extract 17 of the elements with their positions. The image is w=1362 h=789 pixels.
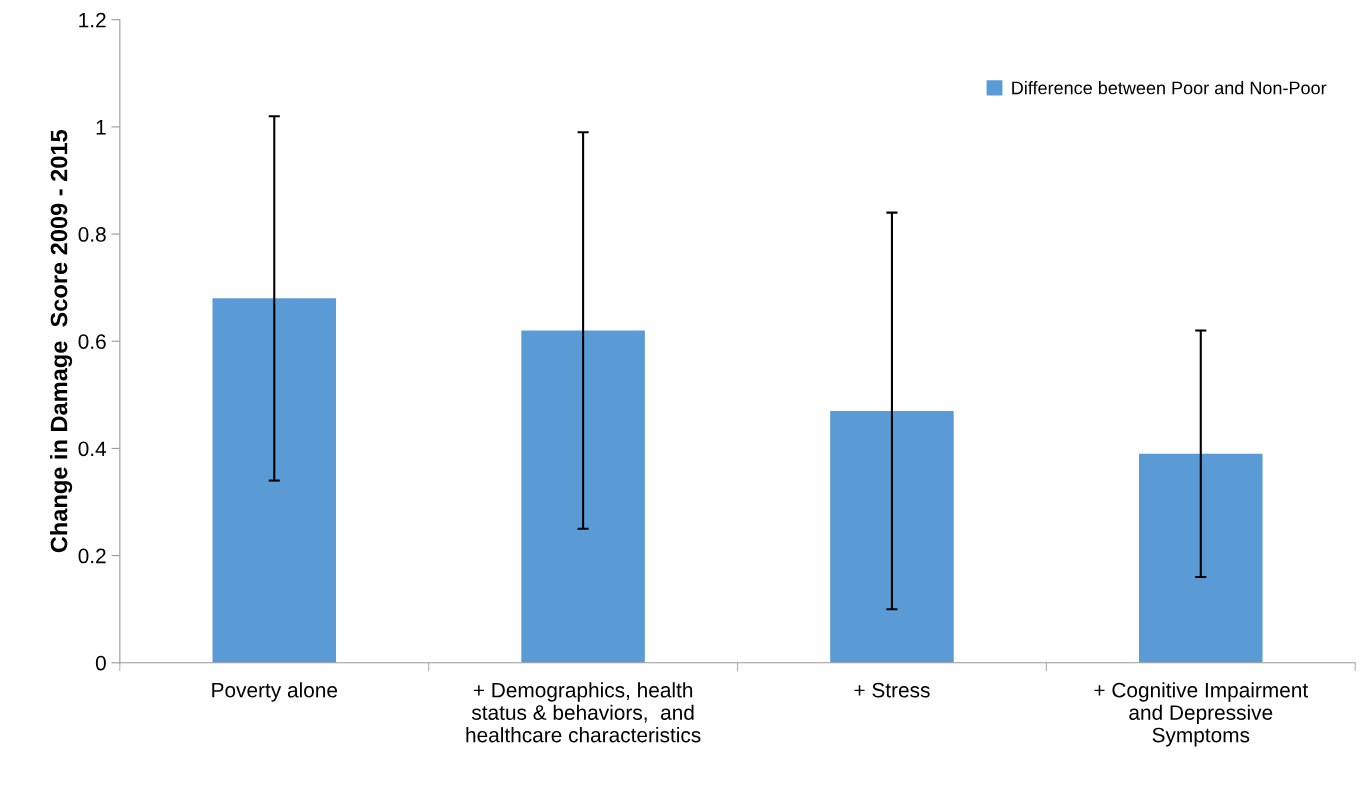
- y-tick-label: 0: [95, 655, 106, 671]
- x-tick-label: + Stress: [854, 682, 930, 698]
- y-tick-label: 0.2: [78, 548, 106, 564]
- y-tick-label: 0.4: [78, 441, 107, 457]
- y-tick-label: 0.6: [78, 334, 106, 349]
- bar: [212, 298, 337, 663]
- y-tick-label: 1.2: [79, 12, 106, 28]
- y-tick-label: 0.8: [78, 227, 106, 242]
- x-tick-label: Poverty alone: [212, 682, 338, 702]
- x-tick-label: + Cognitive Impairment and Depressive Symptoms: [1094, 682, 1309, 747]
- bar: [1139, 453, 1263, 663]
- legend-label: Difference between Poor and Non-Poor: [1012, 81, 1327, 95]
- bar: [830, 410, 954, 663]
- bar: [521, 330, 645, 663]
- y-tick-label: 1: [96, 120, 106, 135]
- x-tick-label: + Demographics, health status & behaviors, and healthcare characteristics: [466, 682, 701, 743]
- y-axis-title: Change in Damage Score 2009 - 2015: [50, 129, 73, 553]
